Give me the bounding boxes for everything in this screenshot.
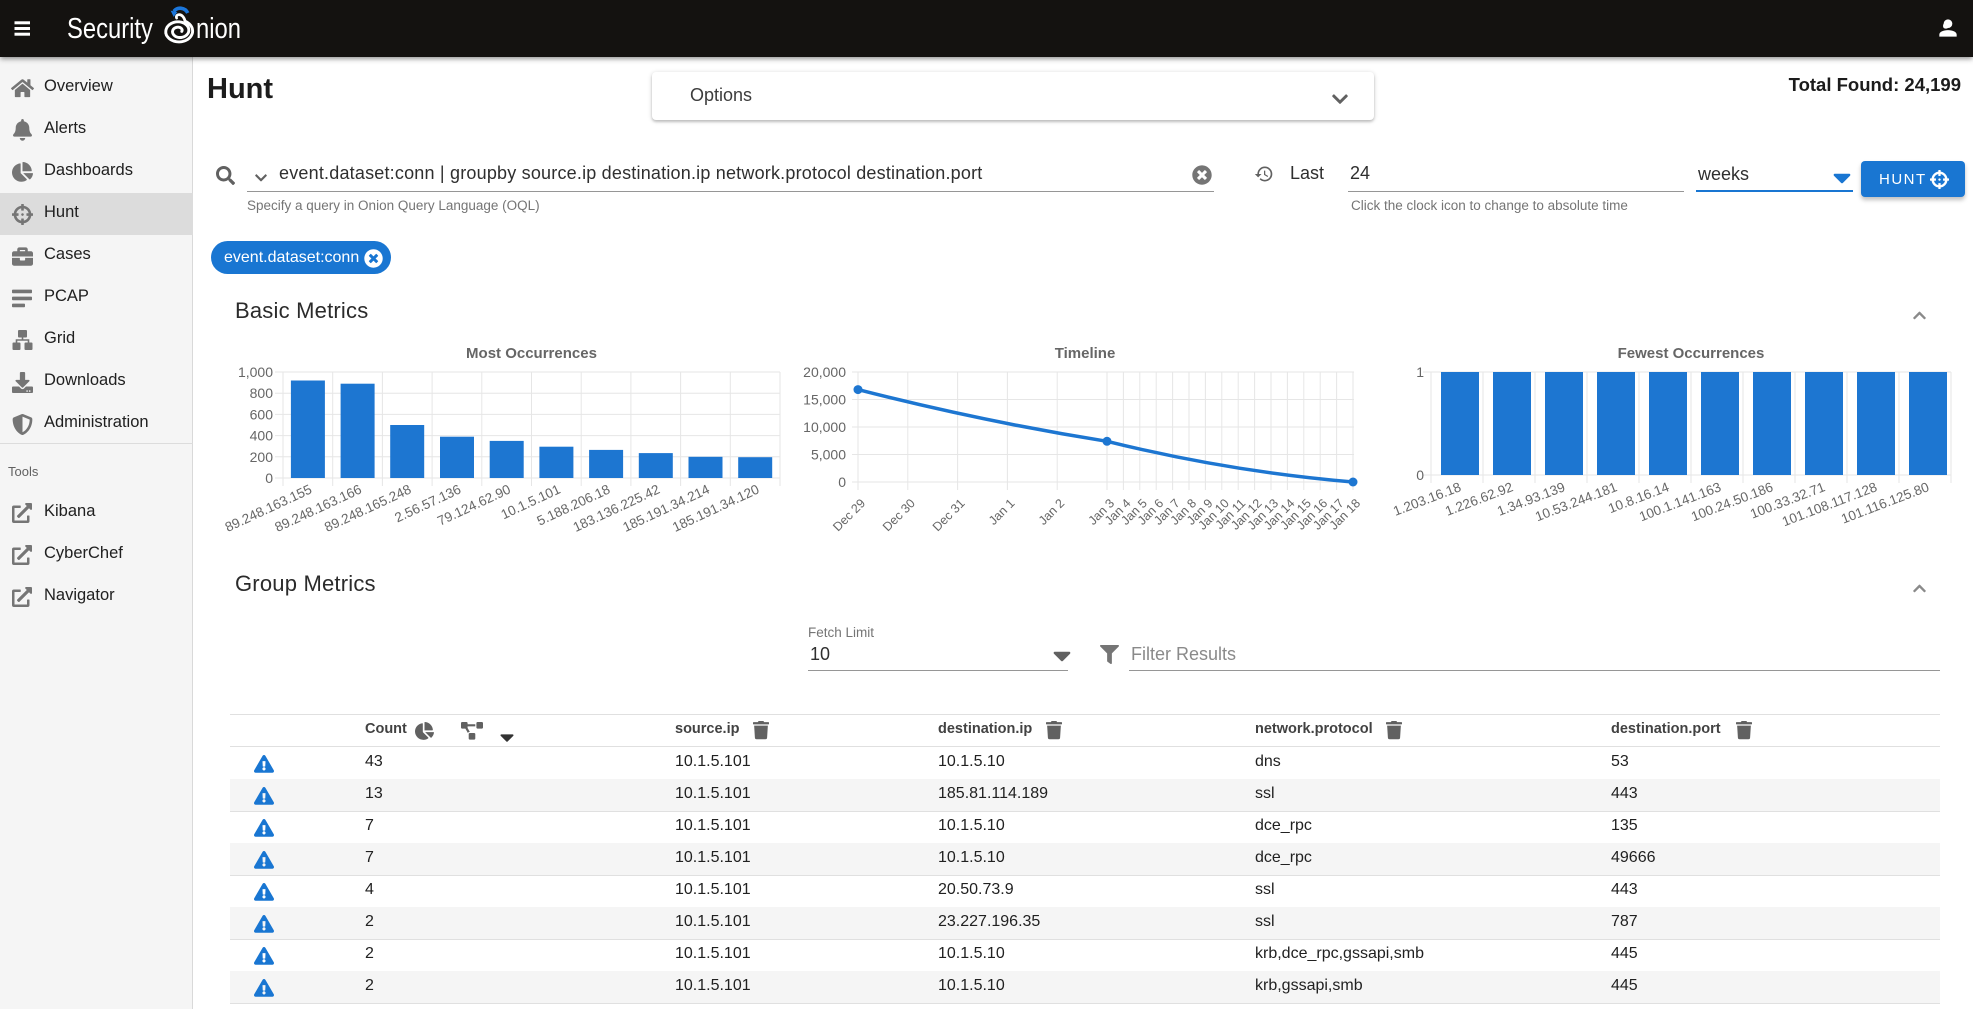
svg-text:Dec 29: Dec 29 [830, 496, 868, 534]
svg-text:1,000: 1,000 [238, 364, 273, 380]
svg-text:0: 0 [838, 474, 846, 490]
svg-text:10,000: 10,000 [803, 419, 846, 435]
svg-text:Fewest Occurrences: Fewest Occurrences [1618, 345, 1765, 362]
svg-text:0: 0 [1416, 467, 1424, 483]
svg-text:800: 800 [250, 385, 274, 401]
svg-text:200: 200 [250, 449, 274, 465]
svg-text:15,000: 15,000 [803, 392, 846, 408]
svg-text:1: 1 [1416, 364, 1424, 380]
svg-text:600: 600 [250, 406, 274, 422]
svg-text:Timeline: Timeline [1055, 345, 1116, 362]
svg-text:Most Occurrences: Most Occurrences [466, 345, 597, 362]
svg-text:5,000: 5,000 [811, 447, 846, 463]
svg-text:Dec 30: Dec 30 [880, 496, 918, 534]
svg-text:Jan 2: Jan 2 [1036, 496, 1068, 528]
svg-text:Jan 1: Jan 1 [986, 496, 1018, 528]
svg-text:Dec 31: Dec 31 [930, 496, 968, 534]
svg-text:0: 0 [265, 470, 273, 486]
svg-text:400: 400 [250, 428, 274, 444]
svg-text:20,000: 20,000 [803, 364, 846, 380]
